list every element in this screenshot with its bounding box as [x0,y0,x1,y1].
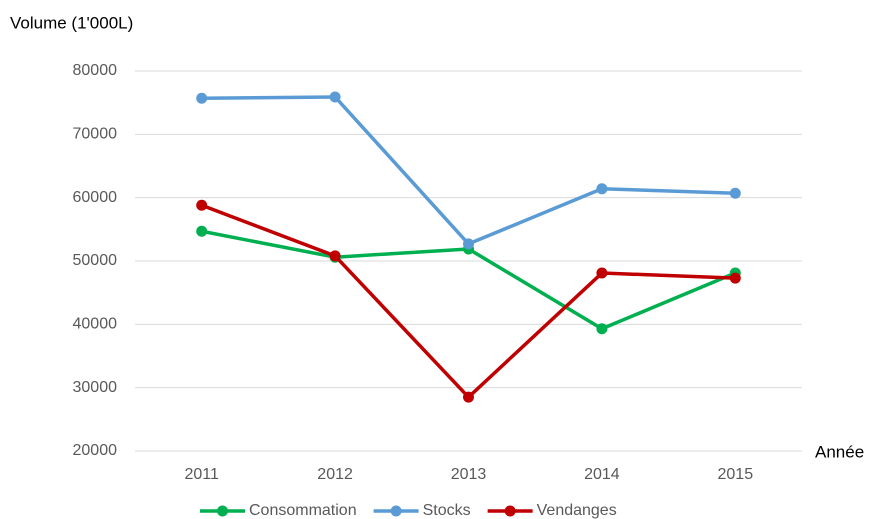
data-point [463,391,474,403]
legend-label: Vendanges [537,502,617,519]
x-tick-label: 2013 [451,466,487,483]
data-point [196,92,208,104]
x-axis-label: Année [815,442,864,461]
x-tick-label: 2014 [584,466,620,483]
y-axis-label: Volume (1'000L) [10,13,133,32]
series-line [201,95,736,246]
y-tick-label: 80000 [73,62,118,79]
data-point [729,187,741,199]
y-tick-label: 20000 [73,442,118,459]
x-tick-label: 2011 [184,466,219,483]
data-point [596,183,608,195]
data-point [196,199,208,211]
data-point [596,323,608,335]
data-point [729,272,741,284]
x-tick-label: 2012 [317,466,353,483]
data-point [329,250,341,262]
y-tick-label: 70000 [73,126,118,143]
x-tick-label: 2015 [718,466,754,483]
legend-marker [390,505,402,517]
data-point [463,238,474,250]
y-tick-label: 40000 [73,316,118,333]
legend-marker [217,505,228,517]
series-line [201,203,736,399]
data-point [596,267,608,279]
y-tick-label: 30000 [73,379,118,396]
y-tick-label: 50000 [73,252,118,269]
y-tick-label: 60000 [73,189,118,206]
legend-label: Consommation [249,502,357,519]
data-point [329,91,341,103]
legend-label: Stocks [423,502,471,519]
legend-marker [504,505,516,517]
data-point [196,225,208,237]
